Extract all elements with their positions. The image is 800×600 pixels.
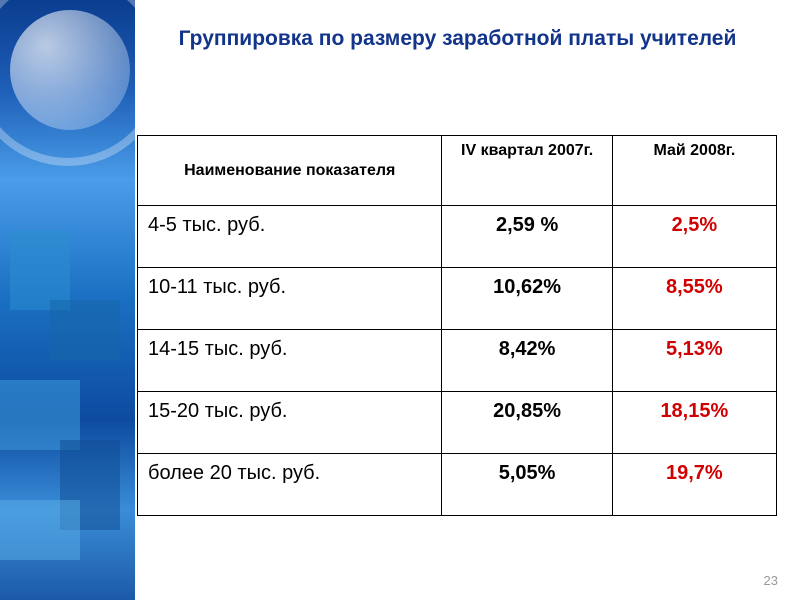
table-row: 15-20 тыс. руб.20,85%18,15%: [138, 392, 777, 454]
row-may-2008: 2,5%: [612, 206, 776, 268]
table-row: 14-15 тыс. руб.8,42%5,13%: [138, 330, 777, 392]
decorative-sidebar: [0, 0, 135, 600]
row-may-2008: 5,13%: [612, 330, 776, 392]
row-q4-2007: 2,59 %: [442, 206, 612, 268]
table-row: 10-11 тыс. руб.10,62%8,55%: [138, 268, 777, 330]
row-label: 15-20 тыс. руб.: [138, 392, 442, 454]
row-label: 10-11 тыс. руб.: [138, 268, 442, 330]
row-q4-2007: 20,85%: [442, 392, 612, 454]
row-label: 14-15 тыс. руб.: [138, 330, 442, 392]
row-q4-2007: 5,05%: [442, 454, 612, 516]
table-row: более 20 тыс. руб.5,05%19,7%: [138, 454, 777, 516]
table-row: 4-5 тыс. руб.2,59 %2,5%: [138, 206, 777, 268]
page-number: 23: [764, 573, 778, 588]
row-may-2008: 18,15%: [612, 392, 776, 454]
table-header-row: Наименование показателя IV квартал 2007г…: [138, 136, 777, 206]
slide-title: Группировка по размеру заработной платы …: [135, 25, 780, 52]
col-header-indicator: Наименование показателя: [138, 136, 442, 206]
row-may-2008: 19,7%: [612, 454, 776, 516]
salary-table: Наименование показателя IV квартал 2007г…: [137, 135, 777, 516]
row-q4-2007: 10,62%: [442, 268, 612, 330]
row-label: более 20 тыс. руб.: [138, 454, 442, 516]
row-label: 4-5 тыс. руб.: [138, 206, 442, 268]
col-header-may-2008: Май 2008г.: [612, 136, 776, 206]
row-q4-2007: 8,42%: [442, 330, 612, 392]
col-header-q4-2007: IV квартал 2007г.: [442, 136, 612, 206]
row-may-2008: 8,55%: [612, 268, 776, 330]
decorative-blocks: [0, 200, 135, 600]
